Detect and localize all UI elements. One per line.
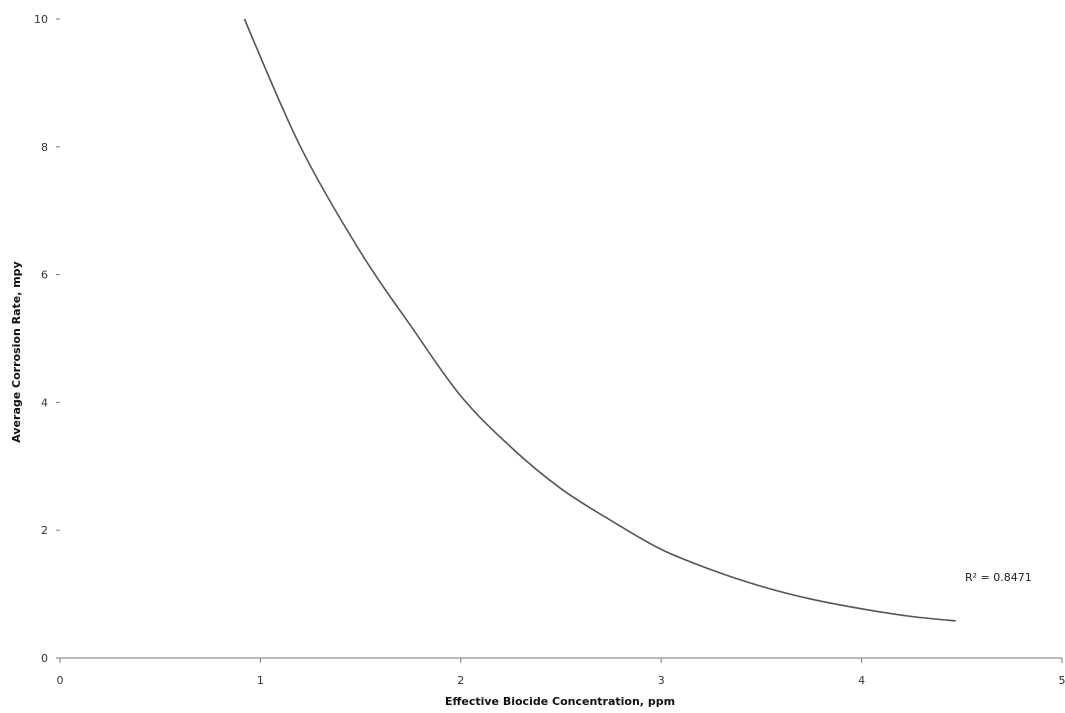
x-tick-label: 5 [1059,674,1065,687]
y-tick-label: 2 [41,524,48,537]
y-tick-label: 0 [41,652,48,665]
x-tick-label: 2 [457,674,464,687]
x-axis-title: Effective Biocide Concentration, ppm [445,695,675,708]
series-line [243,18,956,622]
y-tick-label: 8 [41,141,48,154]
y-axis-title: Average Corrosion Rate, mpy [10,261,23,442]
x-tick-label: 1 [257,674,264,687]
x-tick-label: 3 [658,674,665,687]
x-ticks: 0 1 2 3 4 5 [57,658,1065,687]
y-tick-label: 6 [41,269,48,282]
y-ticks: 0 2 4 6 8 10 [34,13,60,665]
y-tick-label: 10 [34,13,48,26]
x-tick-label: 4 [858,674,865,687]
x-tick-label: 0 [57,674,64,687]
y-tick-label: 4 [41,396,48,409]
r-squared-annotation: R² = 0.8471 [965,571,1032,584]
